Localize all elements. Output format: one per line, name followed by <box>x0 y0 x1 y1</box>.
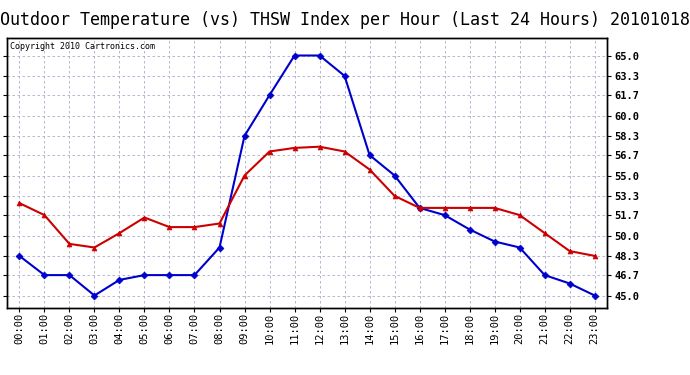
Text: Copyright 2010 Cartronics.com: Copyright 2010 Cartronics.com <box>10 42 155 51</box>
Text: Outdoor Temperature (vs) THSW Index per Hour (Last 24 Hours) 20101018: Outdoor Temperature (vs) THSW Index per … <box>0 11 690 29</box>
